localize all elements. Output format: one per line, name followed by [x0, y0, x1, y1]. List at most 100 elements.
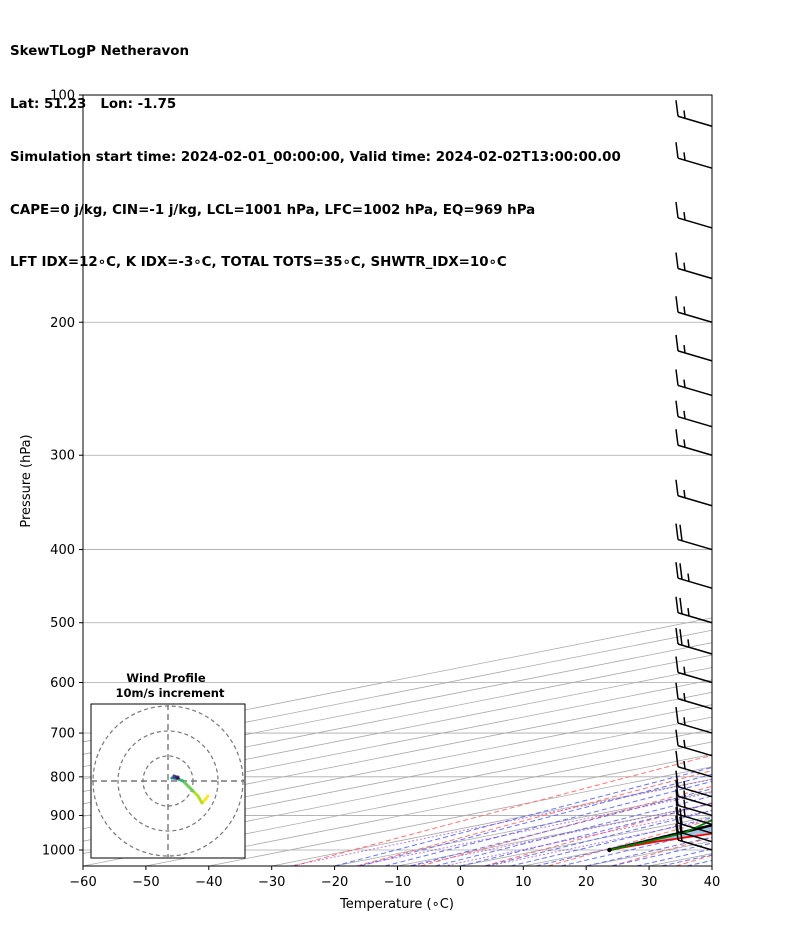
wind-barb	[675, 369, 713, 397]
isotherm-line	[586, 840, 712, 866]
isotherm-line	[83, 667, 712, 792]
chart-times: Simulation start time: 2024-02-01_00:00:…	[10, 149, 621, 165]
moist-adiabat-line	[711, 865, 712, 866]
moist-adiabat-line	[686, 859, 712, 866]
wind-barb	[675, 400, 713, 428]
wind-profile-inset: Wind Profile 10m/s increment	[90, 671, 246, 859]
wind-barb	[675, 807, 713, 834]
x-tick-label: 30	[641, 875, 658, 890]
isotherm-line	[208, 766, 712, 866]
dry-adiabat-line	[740, 95, 794, 866]
x-tick-label: 0	[456, 875, 464, 890]
x-axis: −60 −50 −40 −30 −20 −10 0 10 20 30 40	[69, 866, 720, 890]
y-tick-label: 400	[50, 543, 75, 558]
isotherm-line	[523, 828, 712, 866]
mixing-ratio-line	[488, 818, 712, 866]
mixing-ratio-line	[410, 802, 712, 866]
isotherm-line	[83, 654, 712, 780]
isotherm-line	[460, 815, 712, 866]
isotherm-line	[334, 791, 712, 866]
moist-adiabat-line	[409, 788, 712, 866]
wind-barb	[675, 479, 713, 507]
wind-barb	[675, 798, 713, 826]
moist-adiabat-line	[586, 836, 712, 866]
cape-area	[609, 825, 712, 850]
y-tick-label: 500	[50, 616, 75, 631]
wind-barb	[675, 252, 713, 280]
wind-barb	[675, 562, 713, 589]
x-tick-label: −30	[258, 875, 285, 890]
chart-title-block: SkewTLogP Netheravon Lat: 51.23 Lon: -1.…	[10, 8, 621, 290]
x-tick-label: −50	[132, 875, 159, 890]
y-tick-label: 100	[50, 89, 75, 104]
moist-adiabat-line	[384, 780, 712, 866]
wind-barb	[675, 596, 713, 624]
wind-barb	[675, 706, 713, 734]
x-tick-label: 20	[578, 875, 595, 890]
wind-barb	[675, 729, 713, 757]
wind-barb	[675, 789, 713, 817]
moist-adiabat-line	[435, 795, 712, 866]
isotherm-line	[397, 803, 712, 866]
inset-title: Wind Profile	[126, 671, 206, 685]
hodograph-ring	[117, 730, 219, 832]
dewpoint-line	[609, 819, 712, 851]
wind-barb	[675, 682, 713, 710]
parcel-line	[609, 823, 712, 852]
wind-barb	[675, 750, 713, 778]
mixing-ratio-line	[290, 778, 712, 866]
moist-adiabat-line	[460, 802, 712, 866]
moist-adiabat-line	[535, 823, 712, 866]
wind-barb	[675, 142, 713, 169]
moist-adiabat-line	[485, 810, 712, 866]
dry-adiabat-line	[484, 802, 712, 866]
isotherm-line	[83, 729, 712, 855]
isotherm-line	[271, 778, 712, 866]
dry-adiabat-line	[356, 770, 712, 866]
wind-barb	[675, 627, 713, 655]
wind-barb	[675, 201, 713, 229]
temperature-line	[609, 832, 712, 851]
x-tick-label: −20	[321, 875, 348, 890]
parcel-start-point	[607, 847, 612, 853]
y-tick-label: 800	[50, 770, 75, 785]
x-tick-label: 40	[704, 875, 721, 890]
isotherm-line	[83, 679, 712, 805]
wind-barb	[675, 656, 713, 684]
x-tick-label: −10	[384, 875, 411, 890]
wind-barb	[675, 100, 713, 127]
wind-barb	[675, 770, 713, 798]
chart-location: Lat: 51.23 Lon: -1.75	[10, 96, 177, 112]
chart-indices-2: LFT IDX=12∘C, K IDX=-3∘C, TOTAL TOTS=35∘…	[10, 255, 507, 271]
wind-barbs	[675, 100, 713, 851]
y-axis-label: Pressure (hPa)	[19, 434, 34, 527]
x-tick-label: −60	[69, 875, 96, 890]
y-tick-label: 700	[50, 727, 75, 742]
y-tick-label: 600	[50, 676, 75, 691]
y-tick-label: 900	[50, 809, 75, 824]
moist-adiabat-line	[611, 842, 712, 866]
y-tick-label: 1000	[42, 844, 75, 859]
isotherm-line	[83, 704, 712, 830]
moist-adiabat-line	[334, 766, 712, 866]
profile-lines	[607, 819, 712, 853]
moist-adiabat-line	[661, 854, 712, 866]
wind-barb	[675, 780, 713, 807]
wind-barb	[675, 429, 713, 456]
wind-barb	[675, 523, 713, 551]
isotherm-line	[83, 716, 712, 842]
wind-barb	[675, 815, 713, 843]
moist-adiabat-line	[636, 848, 712, 866]
x-axis-label: Temperature (∘C)	[339, 897, 454, 912]
moist-adiabat-line	[510, 817, 712, 866]
hodograph	[91, 704, 245, 858]
x-tick-label: −40	[195, 875, 222, 890]
isotherm-line	[711, 865, 712, 866]
wind-barb	[675, 296, 713, 323]
isotherm-line	[83, 691, 712, 817]
dry-adiabat-line	[611, 836, 712, 866]
chart-title: SkewTLogP Netheravon	[10, 44, 189, 60]
moist-adiabat-line	[359, 773, 712, 866]
x-tick-label: 10	[515, 875, 532, 890]
